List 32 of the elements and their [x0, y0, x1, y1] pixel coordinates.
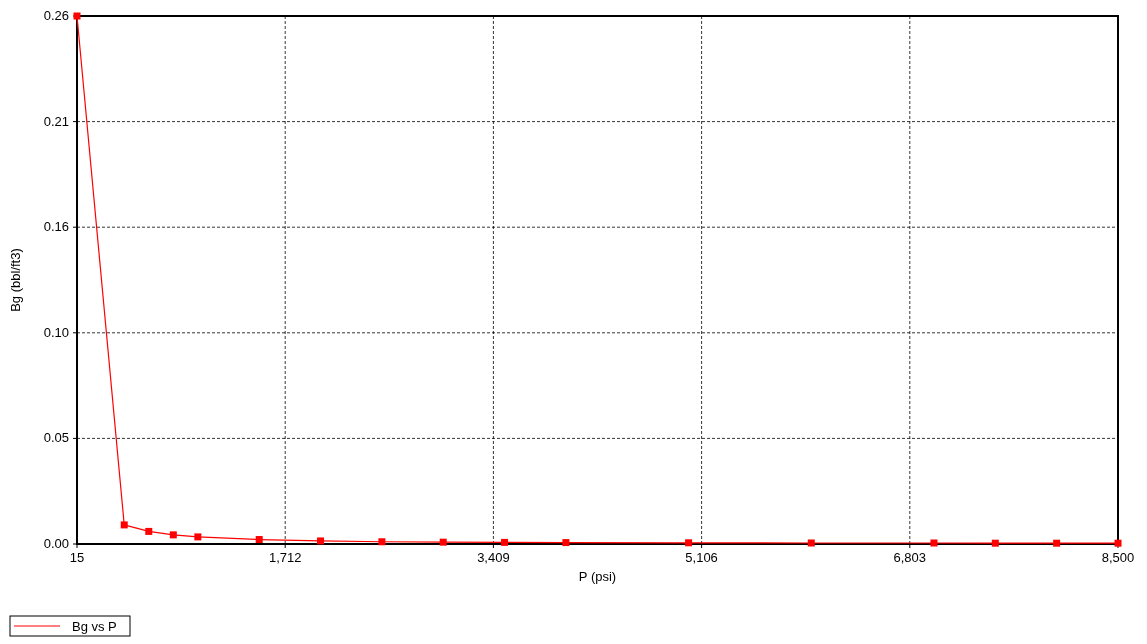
- point: [255, 536, 263, 544]
- point: [145, 527, 153, 535]
- y-tick-label: 0.05: [43, 430, 69, 446]
- y-axis-title: Bg (bbl/ft3): [8, 248, 23, 312]
- y-tick-label: 0.00: [43, 536, 69, 551]
- y-tick-label: 0.26: [43, 8, 69, 23]
- point: [378, 538, 386, 546]
- y-tick-label: 0.16: [43, 219, 69, 235]
- point: [685, 539, 693, 547]
- point: [169, 531, 177, 539]
- point: [562, 539, 570, 547]
- x-tick-label: 8,500: [1101, 550, 1135, 565]
- point: [194, 533, 202, 541]
- point: [439, 538, 447, 546]
- point: [930, 539, 938, 547]
- point: [1114, 539, 1122, 547]
- x-tick-label: 15: [69, 550, 85, 565]
- point: [807, 539, 815, 547]
- point: [501, 538, 509, 546]
- point: [1053, 539, 1061, 547]
- y-tick-label: 0.10: [43, 324, 69, 340]
- x-axis-title: P (psi): [578, 569, 617, 584]
- legend-label: Bg vs P: [72, 619, 117, 634]
- x-tick-label: 3,409: [477, 550, 510, 565]
- x-tick-label: 5,106: [685, 550, 718, 565]
- x-tick-label: 6,803: [893, 550, 927, 565]
- y-tick-label: 0.21: [43, 113, 69, 129]
- point: [991, 539, 999, 547]
- line-series: [73, 12, 1122, 547]
- point: [317, 537, 325, 545]
- point: [120, 521, 128, 529]
- x-tick-label: 1,712: [268, 550, 302, 565]
